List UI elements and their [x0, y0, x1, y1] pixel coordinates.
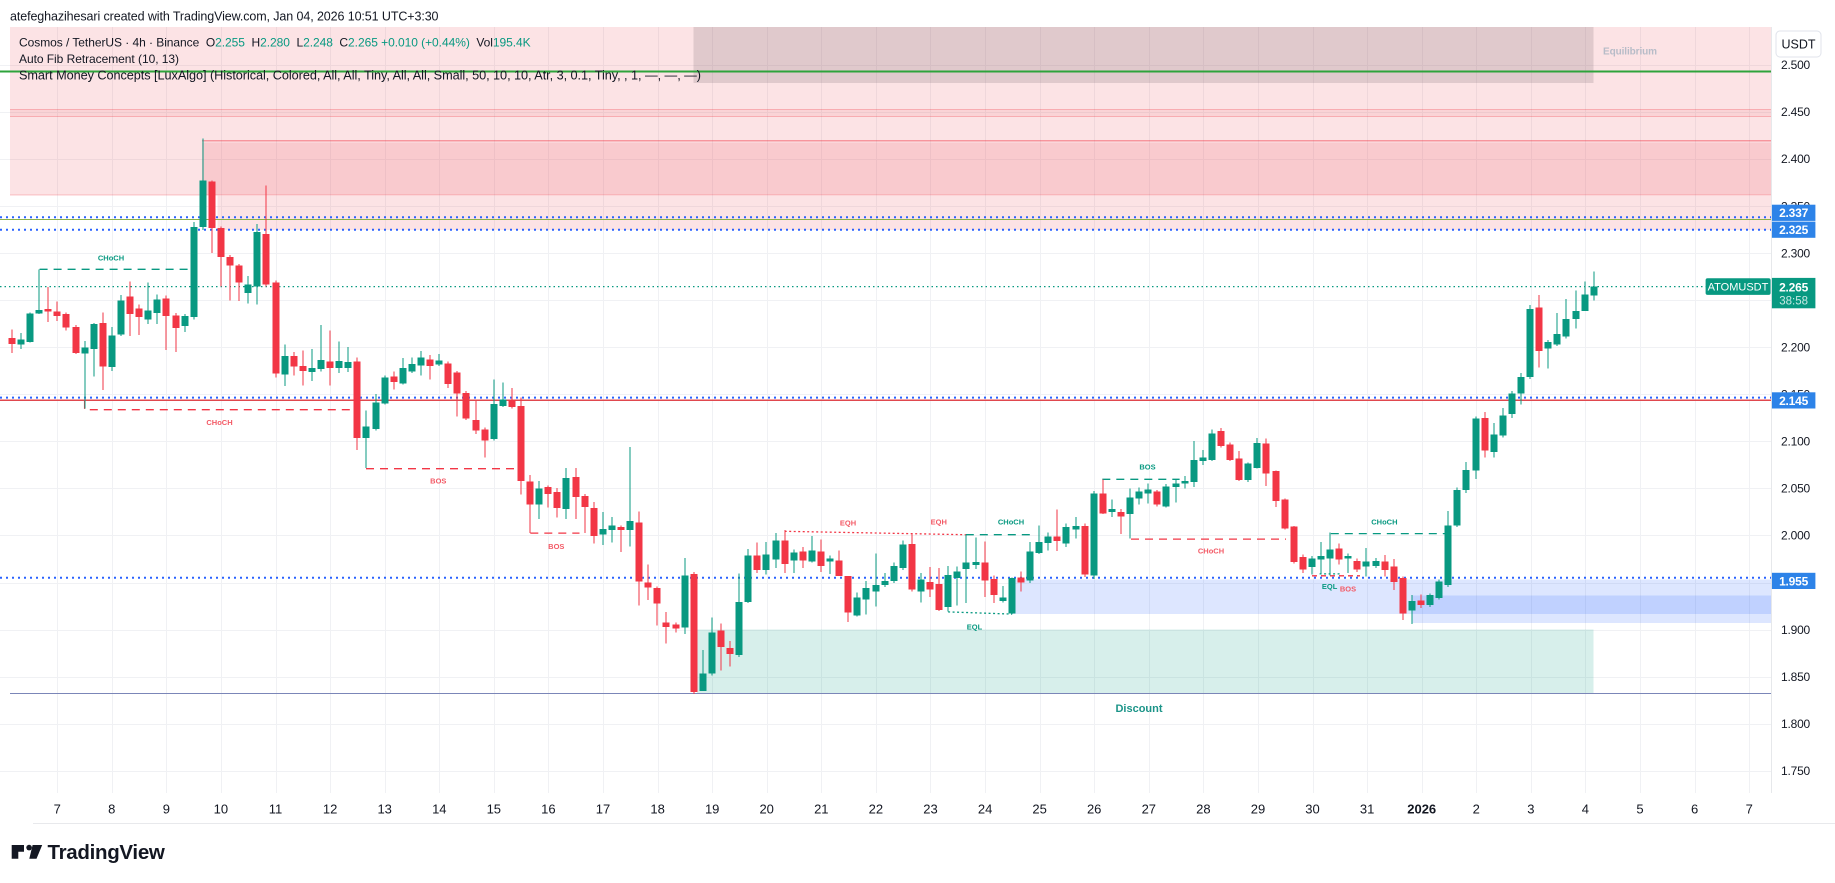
svg-text:atefeghazihesari created with: atefeghazihesari created with TradingVie… — [10, 10, 439, 24]
svg-text:15: 15 — [487, 801, 501, 816]
svg-text:13: 13 — [377, 801, 391, 816]
svg-text:2026: 2026 — [1407, 801, 1436, 816]
svg-text:4: 4 — [1582, 801, 1589, 816]
svg-text:CHoCH: CHoCH — [98, 254, 124, 263]
svg-text:CHoCH: CHoCH — [206, 418, 232, 427]
svg-text:7: 7 — [1746, 801, 1753, 816]
svg-text:2.337: 2.337 — [1779, 206, 1809, 220]
svg-text:12: 12 — [323, 801, 337, 816]
svg-text:2.145: 2.145 — [1779, 394, 1809, 408]
svg-text:BOS: BOS — [1340, 585, 1356, 594]
svg-text:1.850: 1.850 — [1781, 670, 1811, 684]
svg-text:2.325: 2.325 — [1779, 223, 1809, 237]
svg-text:ATOMUSDT: ATOMUSDT — [1708, 282, 1769, 294]
svg-text:Discount: Discount — [1115, 703, 1162, 715]
svg-text:16: 16 — [541, 801, 555, 816]
svg-text:18: 18 — [650, 801, 664, 816]
svg-text:1.800: 1.800 — [1781, 717, 1811, 731]
svg-text:31: 31 — [1360, 801, 1374, 816]
svg-text:2.450: 2.450 — [1781, 105, 1811, 119]
svg-text:Smart Money Concepts [LuxAlgo]: Smart Money Concepts [LuxAlgo] (Historic… — [19, 69, 701, 83]
svg-text:2.400: 2.400 — [1781, 152, 1811, 166]
svg-text:26: 26 — [1087, 801, 1101, 816]
svg-text:BOS: BOS — [548, 542, 564, 551]
svg-text:TradingView: TradingView — [48, 841, 165, 864]
svg-text:5: 5 — [1636, 801, 1643, 816]
svg-text:EQL: EQL — [967, 622, 983, 631]
svg-text:23: 23 — [923, 801, 937, 816]
svg-text:1.955: 1.955 — [1779, 574, 1809, 588]
svg-text:2.100: 2.100 — [1781, 435, 1811, 449]
svg-text:Auto Fib Retracement (10, 13): Auto Fib Retracement (10, 13) — [19, 52, 179, 66]
svg-text:CHoCH: CHoCH — [998, 517, 1024, 526]
svg-text:EQH: EQH — [931, 517, 947, 526]
svg-text:1.900: 1.900 — [1781, 623, 1811, 637]
svg-text:19: 19 — [705, 801, 719, 816]
svg-text:EQL: EQL — [1322, 582, 1338, 591]
svg-text:2.265: 2.265 — [1779, 280, 1809, 294]
svg-text:27: 27 — [1142, 801, 1156, 816]
svg-text:21: 21 — [814, 801, 828, 816]
svg-text:2.500: 2.500 — [1781, 58, 1811, 72]
svg-text:14: 14 — [432, 801, 446, 816]
svg-text:2.050: 2.050 — [1781, 482, 1811, 496]
svg-text:29: 29 — [1251, 801, 1265, 816]
svg-text:EQH: EQH — [840, 519, 856, 528]
svg-text:2.200: 2.200 — [1781, 341, 1811, 355]
svg-text:25: 25 — [1032, 801, 1046, 816]
svg-text:38:58: 38:58 — [1779, 296, 1808, 308]
svg-text:7: 7 — [54, 801, 61, 816]
svg-text:6: 6 — [1691, 801, 1698, 816]
svg-text:CHoCH: CHoCH — [1198, 546, 1224, 555]
svg-text:10: 10 — [214, 801, 228, 816]
svg-text:USDT: USDT — [1781, 38, 1815, 52]
svg-text:CHoCH: CHoCH — [1371, 518, 1397, 527]
svg-text:Cosmos / TetherUS · 4h · Binan: Cosmos / TetherUS · 4h · Binance O2.255 … — [19, 36, 531, 50]
svg-text:2: 2 — [1473, 801, 1480, 816]
svg-text:BOS: BOS — [430, 477, 446, 486]
svg-text:9: 9 — [163, 801, 170, 816]
svg-text:11: 11 — [269, 801, 283, 816]
svg-text:BOS: BOS — [1139, 463, 1155, 472]
svg-text:1.750: 1.750 — [1781, 764, 1811, 778]
svg-text:24: 24 — [978, 801, 992, 816]
svg-text:8: 8 — [108, 801, 115, 816]
svg-text:17: 17 — [596, 801, 610, 816]
svg-text:20: 20 — [759, 801, 773, 816]
svg-text:3: 3 — [1527, 801, 1534, 816]
svg-text:2.300: 2.300 — [1781, 246, 1811, 260]
svg-text:22: 22 — [869, 801, 883, 816]
svg-text:Equilibrium: Equilibrium — [1603, 47, 1657, 58]
svg-text:2.000: 2.000 — [1781, 529, 1811, 543]
svg-text:28: 28 — [1196, 801, 1210, 816]
svg-text:30: 30 — [1305, 801, 1319, 816]
